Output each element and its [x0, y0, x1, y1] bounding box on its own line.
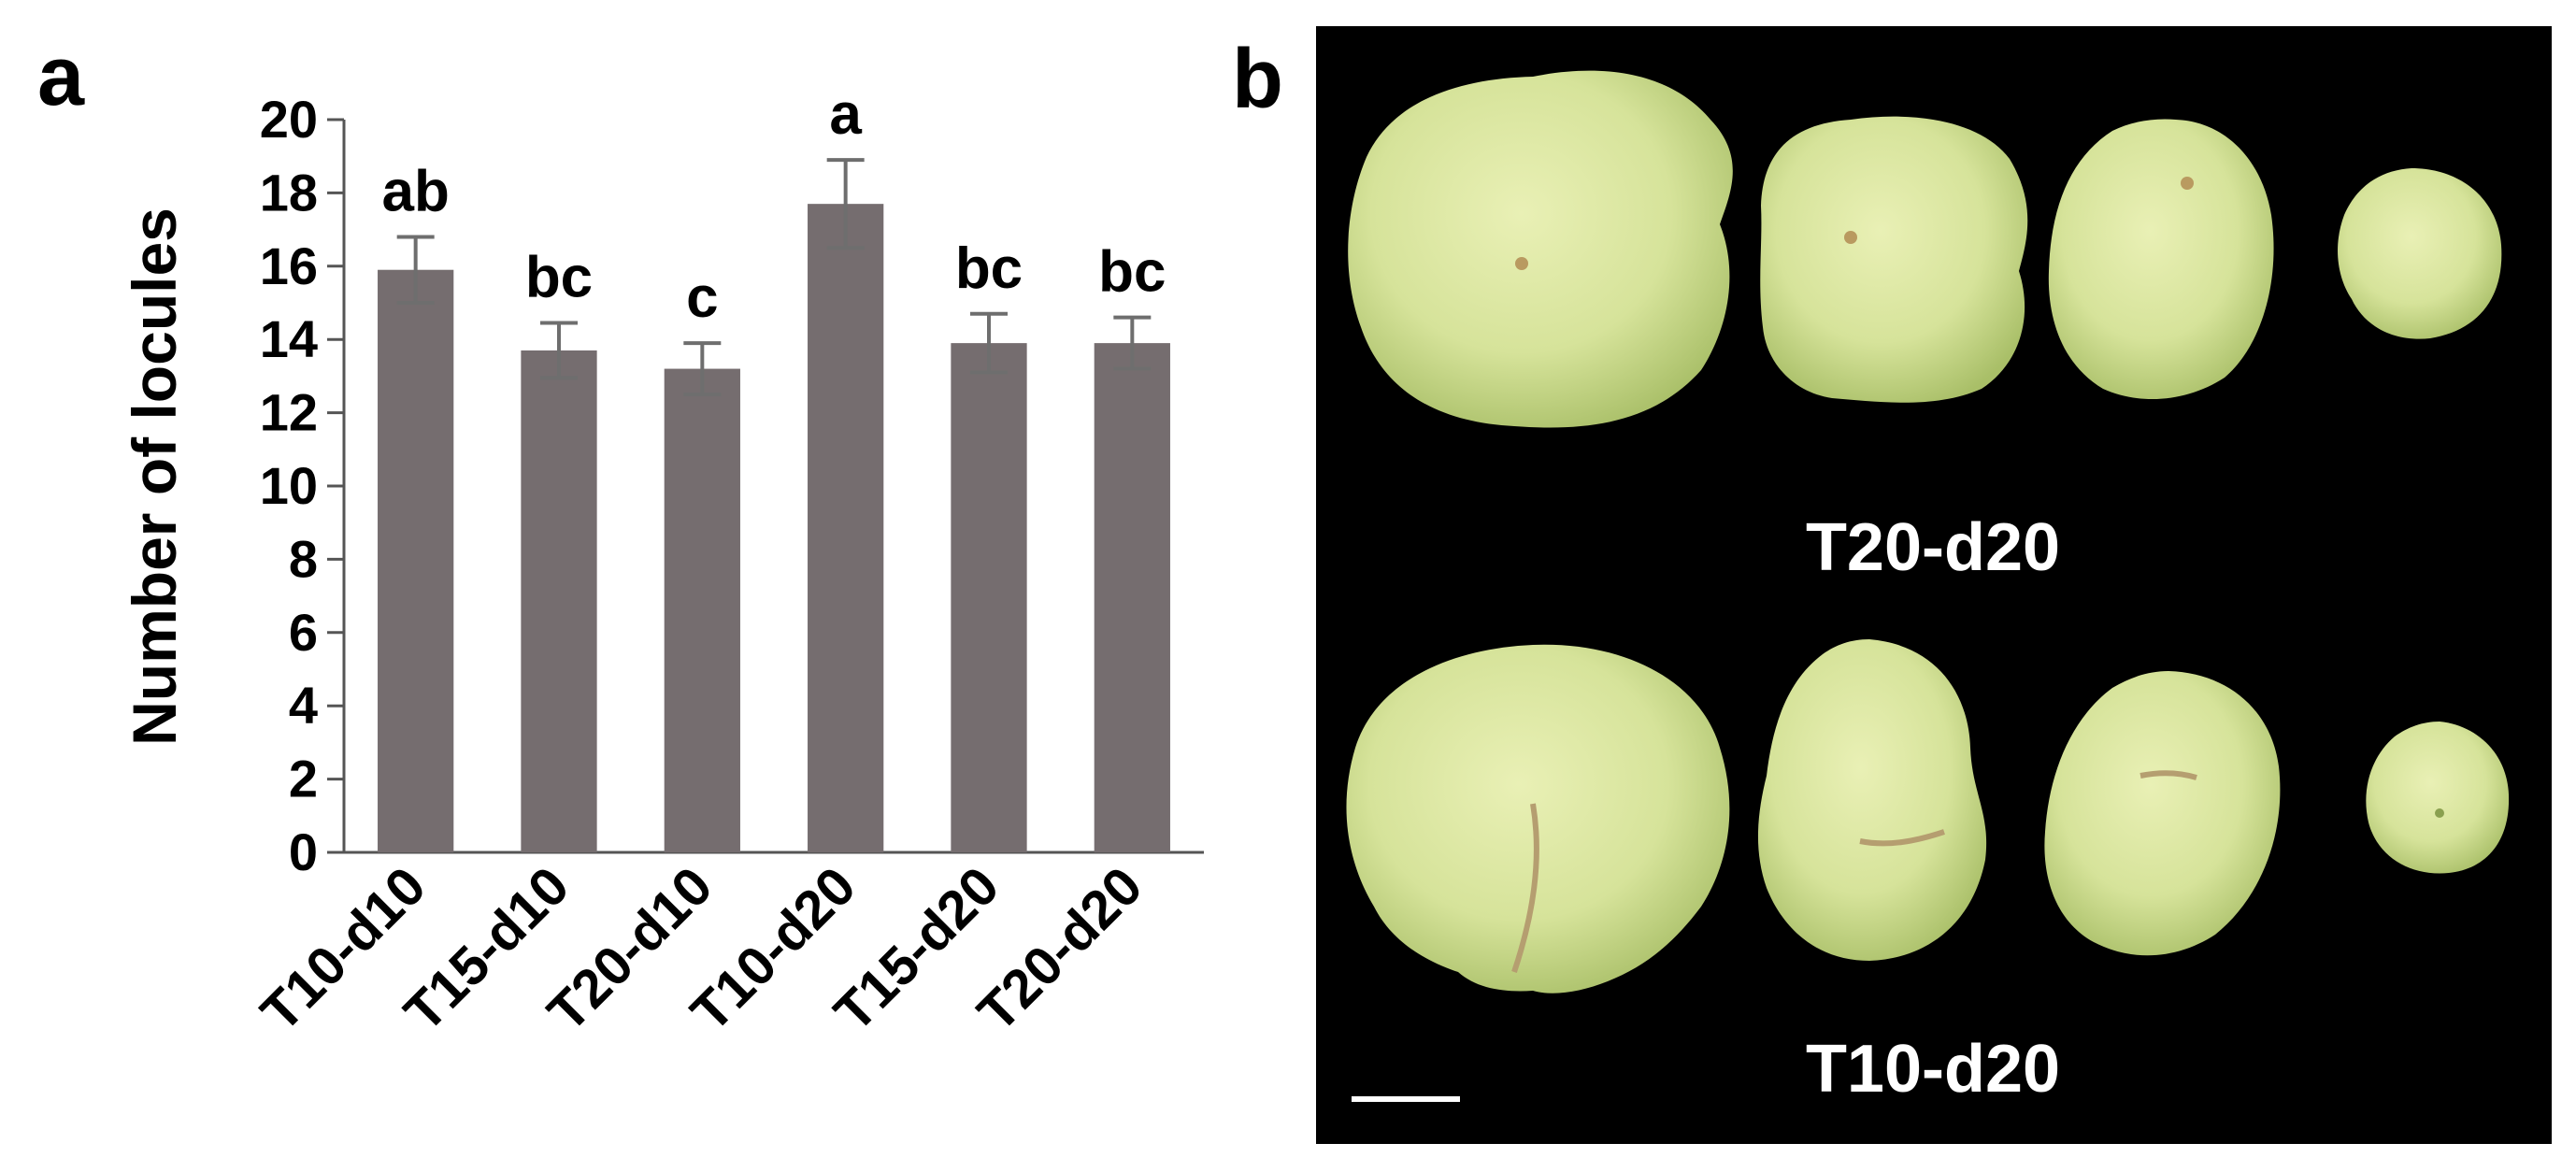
bar-T10-d10 [378, 269, 454, 853]
category-labels: T10-d10T15-d10T20-d10T10-d20T15-d20T20-d… [250, 855, 1154, 1043]
bar-T15-d10 [521, 350, 597, 853]
y-tick-label: 14 [260, 309, 318, 368]
fruit-bottom-2 [1757, 639, 1987, 961]
y-tick-label: 16 [260, 236, 318, 295]
y-axis-label: Number of locules [120, 207, 189, 746]
fruit-photo: T20-d20 T10-d20 [1316, 26, 2552, 1144]
significance-letter-T20-d10: c [686, 265, 718, 330]
error-bars [396, 158, 1152, 396]
y-tick-label: 6 [289, 603, 318, 662]
panel-a-label: a [37, 30, 85, 123]
y-tick-label: 12 [260, 383, 318, 442]
error-bar-T15-d20 [970, 311, 1008, 375]
error-bar-T10-d10 [396, 235, 435, 305]
error-bar-T20-d10 [683, 341, 722, 396]
fruit-bottom-4 [2366, 722, 2510, 874]
error-bar-T15-d10 [540, 321, 578, 380]
bar-T20-d10 [664, 368, 740, 852]
significance-letter-T10-d10: ab [381, 159, 449, 223]
bar-T10-d20 [808, 204, 884, 852]
photo-label-bottom-row: T10-d20 [1806, 1032, 2060, 1107]
y-tick-label: 18 [260, 163, 318, 222]
fruit-top-1 [1348, 70, 1733, 428]
photo-label-top-row: T20-d20 [1806, 510, 2060, 585]
y-tick-label: 20 [260, 90, 318, 149]
y-tick-label: 8 [289, 529, 318, 588]
error-bar-T20-d20 [1113, 315, 1152, 371]
fruit-top-2 [1760, 116, 2028, 403]
y-tick-label: 10 [260, 456, 318, 515]
bar-chart: Number of locules 0 2 4 6 8 10 12 14 16 18 20 ab bc… [120, 82, 1204, 1043]
significance-letters: ab bc c a bc bc [381, 82, 1166, 330]
y-tick-label: 0 [289, 822, 318, 881]
panel-b-label: b [1232, 33, 1283, 126]
bar-T15-d20 [951, 343, 1027, 852]
significance-letter-T15-d20: bc [955, 236, 1023, 301]
fruit-top-4 [2338, 168, 2502, 339]
y-axis-ticks: 0 2 4 6 8 10 12 14 16 18 20 [260, 90, 344, 881]
error-bar-T10-d20 [826, 158, 865, 250]
y-tick-label: 2 [289, 750, 318, 808]
bars [378, 204, 1170, 853]
fruit-top-3 [2048, 119, 2274, 400]
significance-letter-T15-d10: bc [525, 246, 593, 310]
significance-letter-T20-d20: bc [1098, 240, 1166, 305]
significance-letter-T10-d20: a [829, 82, 862, 147]
fruit-bottom-3 [2044, 671, 2281, 956]
y-tick-label: 4 [289, 676, 318, 735]
bar-T20-d20 [1094, 343, 1170, 852]
fruit-bottom-1 [1346, 644, 1730, 993]
